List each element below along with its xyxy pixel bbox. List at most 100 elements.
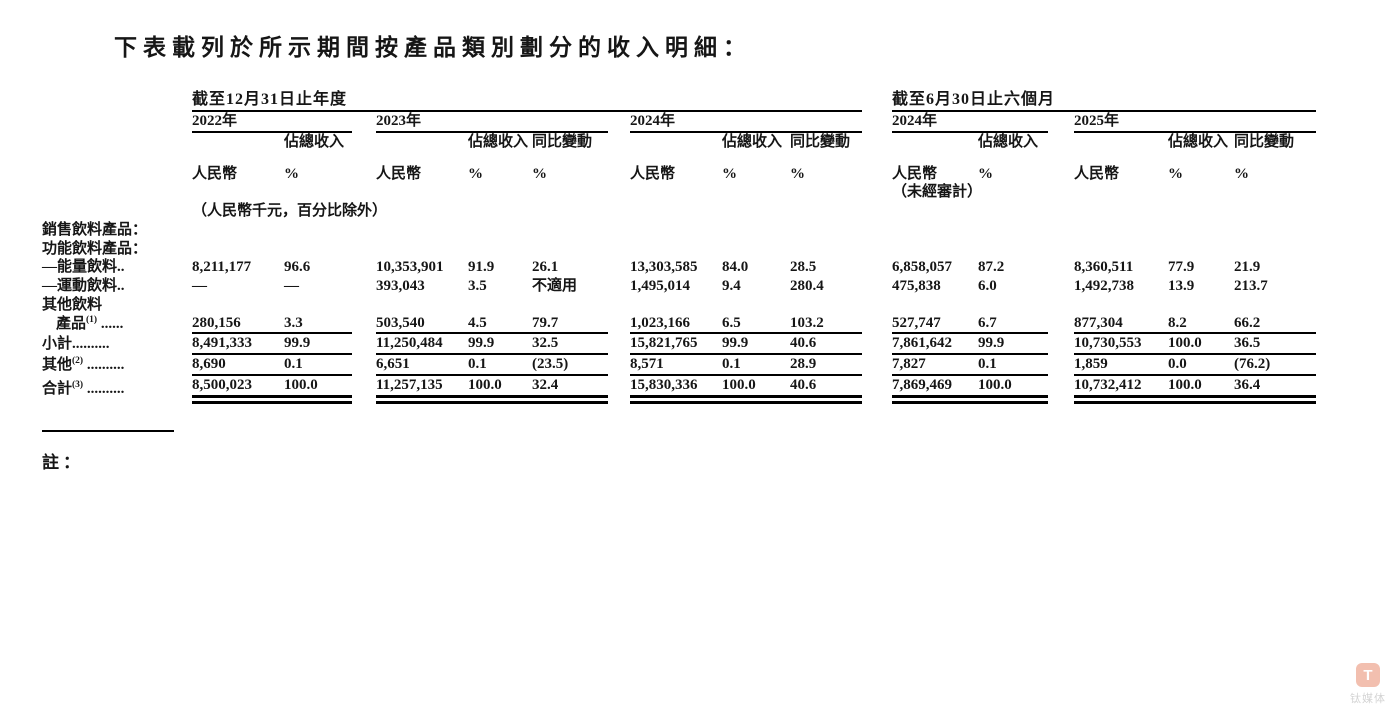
period-header-annual: 截至12月31日止年度 — [192, 90, 863, 112]
cell-value: 7,861,642 — [892, 333, 979, 355]
cell-value: 8.2 — [1168, 295, 1235, 335]
cell-value: 10,730,553 — [1074, 333, 1169, 355]
column-gap — [352, 375, 376, 399]
row-label: 其他飲料 產品(1) ...... — [42, 296, 124, 332]
table-row: 其他飲料 產品(1) ...... 280,156 3.3 503,540 4.5 79.7… — [42, 295, 1317, 335]
cell-value: 280,156 — [192, 295, 284, 335]
table-row: 其他(2) .......... 8,690 0.1 6,651 0.1 (23.5) 8,… — [42, 354, 1317, 376]
unaudited-row: （未經審計） — [42, 183, 1316, 202]
col-header-pct: 佔總收入% — [722, 133, 783, 182]
column-gap — [608, 375, 630, 399]
cell-value: 13.9 — [1168, 278, 1195, 294]
col-header-pct: 佔總收入% — [284, 133, 345, 182]
cell-value: 15,821,765 — [630, 333, 722, 355]
cell-value: 1,023,166 — [630, 295, 722, 335]
cell-value: 8,500,023 — [192, 374, 284, 404]
col-header-yoy: 同比變動% — [532, 133, 593, 182]
cell-value: 503,540 — [376, 295, 468, 335]
column-gap — [608, 277, 630, 296]
cell-value: 0.1 — [284, 354, 352, 376]
column-gap — [1048, 333, 1074, 354]
col-header-rmb: 人民幣 — [1074, 165, 1120, 182]
note-label: 註： — [42, 452, 84, 472]
cell-value: 1,859 — [1074, 354, 1169, 376]
tmtpost-logo-icon: T — [1356, 663, 1380, 687]
col-header-yoy: 同比變動% — [790, 133, 851, 182]
cell-value: 8,360,511 — [1074, 259, 1134, 276]
cell-value: 32.4 — [532, 374, 608, 404]
column-gap — [862, 258, 892, 277]
cell-value: 28.5 — [790, 259, 817, 276]
col-header-rmb: 人民幣 — [192, 165, 238, 182]
column-gap — [1048, 296, 1074, 334]
col-header-pct: 佔總收入% — [1168, 133, 1229, 182]
year-header-2022: 2022年 — [192, 111, 352, 133]
cell-value: 393,043 — [376, 278, 425, 294]
cell-value: 6,651 — [376, 354, 468, 376]
table-row: 小計.......... 8,491,333 99.9 11,250,484 99.9 3… — [42, 333, 1317, 355]
cell-value: 1,492,738 — [1074, 278, 1135, 294]
cell-value: 10,353,901 — [376, 259, 444, 276]
column-gap — [862, 296, 892, 334]
cell-value: 877,304 — [1074, 295, 1169, 335]
cell-value: 3.5 — [468, 278, 487, 294]
cell-value: 99.9 — [284, 333, 352, 355]
unit-note-row: （人民幣千元，百分比除外） — [42, 202, 1316, 221]
column-gap — [352, 277, 376, 296]
row-label: 其他(2) .......... — [42, 356, 125, 373]
cell-value: 77.9 — [1168, 259, 1195, 276]
cell-value: 6.0 — [978, 278, 997, 294]
cell-value: 100.0 — [978, 374, 1049, 404]
cell-value: 9.4 — [722, 278, 741, 294]
cell-value: (23.5) — [532, 354, 608, 376]
cell-value: 7,869,469 — [892, 374, 979, 404]
cell-value: 10,732,412 — [1074, 374, 1169, 404]
cell-value: 21.9 — [1234, 259, 1261, 276]
watermark-text: 钛媒体 — [1350, 693, 1386, 705]
cell-value: 99.9 — [722, 333, 790, 355]
cell-value: 6.5 — [722, 295, 790, 335]
cell-value: 213.7 — [1234, 278, 1268, 294]
col-header-yoy: 同比變動% — [1234, 133, 1295, 182]
document-page: 下表載列於所示期間按產品類別劃分的收入明細： 截至12月31日止年度 截至6月3… — [42, 35, 1317, 472]
year-header-2024: 2024年 — [630, 111, 863, 133]
cell-value: 13,303,585 — [630, 259, 698, 276]
cell-value: 0.1 — [978, 354, 1049, 376]
year-header-2023: 2023年 — [376, 111, 608, 133]
cell-value: 91.9 — [468, 259, 495, 276]
cell-value: 36.4 — [1234, 374, 1317, 404]
column-gap — [608, 258, 630, 277]
cell-value: 36.5 — [1234, 333, 1317, 355]
year-header-2025: 2025年 — [1074, 111, 1317, 133]
cell-value: 103.2 — [790, 295, 863, 335]
page-title: 下表載列於所示期間按產品類別劃分的收入明細： — [114, 35, 752, 60]
cell-value: 6.7 — [978, 295, 1049, 335]
cell-value: 100.0 — [722, 374, 790, 404]
column-gap — [862, 333, 892, 354]
column-gap — [608, 296, 630, 334]
column-header-row: 人民幣 佔總收入% 人民幣 佔總收入% 同比變動% 人民幣 佔總收入% 同比變動… — [42, 132, 1316, 184]
cell-value: 96.6 — [284, 259, 311, 276]
cell-value: 1,495,014 — [630, 278, 690, 294]
cell-value: 8,211,177 — [192, 259, 252, 276]
revenue-table: 截至12月31日止年度 截至6月30日止六個月 2022年 2023年 2024… — [42, 90, 1317, 404]
cell-value: 280.4 — [790, 278, 824, 294]
footnote-divider — [42, 429, 174, 432]
cell-value: 6,858,057 — [892, 259, 953, 276]
row-label: 小計.......... — [42, 336, 110, 353]
table-row: —能量飲料.. 8,211,177 96.6 10,353,901 91.9 26.1 13… — [42, 258, 1316, 277]
cell-value: 3.3 — [284, 295, 352, 335]
cell-value: 79.7 — [532, 295, 608, 335]
col-header-rmb: 人民幣 — [376, 165, 422, 182]
column-gap — [352, 354, 376, 375]
row-label: 合計(3) .......... — [42, 380, 125, 398]
cell-value: 527,747 — [892, 295, 979, 335]
year-header-row: 2022年 2023年 2024年 2024年 2025年 — [42, 111, 1317, 133]
row-label: —運動飲料.. — [42, 278, 125, 294]
cell-value: 0.1 — [468, 354, 532, 376]
column-gap — [352, 258, 376, 277]
cell-value: (76.2) — [1234, 354, 1317, 376]
cell-value: 11,250,484 — [376, 333, 468, 355]
column-gap — [862, 354, 892, 375]
col-header-pct: 佔總收入% — [468, 133, 529, 182]
